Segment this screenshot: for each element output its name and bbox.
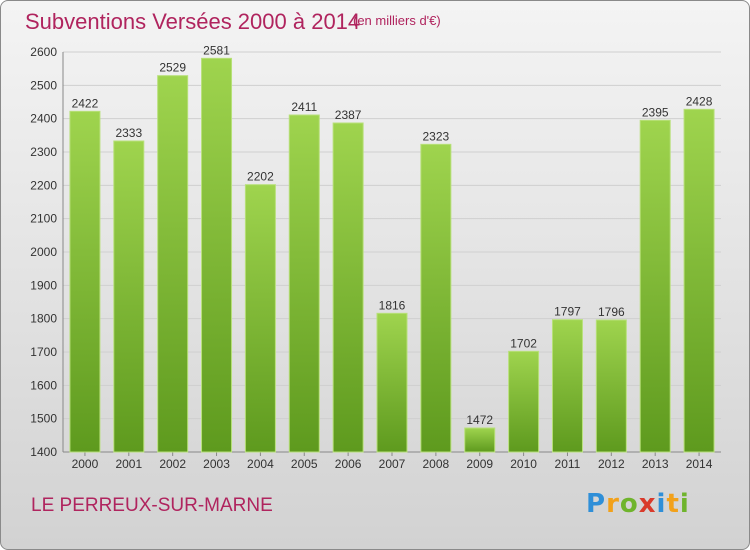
- bar-value-label: 2529: [159, 61, 186, 75]
- bar-value-label: 2581: [203, 43, 230, 57]
- bar-value-label: 2428: [686, 94, 713, 108]
- bar-value-label: 1797: [554, 305, 581, 319]
- proxiti-logo: Proxiti: [586, 489, 690, 519]
- x-tick-label: 2011: [555, 457, 581, 471]
- bar-value-label: 2411: [291, 100, 317, 114]
- y-tick-label: 2000: [30, 245, 57, 259]
- y-tick-label: 1800: [30, 312, 57, 326]
- x-tick-label: 2000: [72, 457, 99, 471]
- bar-value-label: 2395: [642, 105, 669, 119]
- y-tick-label: 1700: [30, 345, 57, 359]
- y-tick-label: 1500: [30, 412, 57, 426]
- x-tick-label: 2014: [686, 457, 713, 471]
- bar-value-label: 1796: [598, 305, 625, 319]
- bars: 2422 2333 2529 2581 2202 2411 2387 1816 2323 1472…: [69, 43, 715, 453]
- chart-title: Subventions Versées 2000 à 2014: [25, 9, 361, 34]
- y-tick-label: 1400: [30, 445, 57, 459]
- bar: [551, 319, 583, 453]
- x-tick-label: 2001: [115, 457, 142, 471]
- x-tick-label: 2003: [203, 457, 230, 471]
- x-tick-label: 2007: [379, 457, 406, 471]
- y-tick-label: 2400: [30, 112, 57, 126]
- bar-value-label: 2333: [115, 126, 142, 140]
- bar: [376, 312, 408, 453]
- x-tick-label: 2012: [598, 457, 625, 471]
- bar: [639, 119, 671, 453]
- y-tick-label: 1600: [30, 378, 57, 392]
- y-tick-label: 2600: [30, 45, 57, 59]
- bar-value-label: 1816: [379, 298, 406, 312]
- y-tick-label: 2100: [30, 212, 57, 226]
- bar-value-label: 2323: [423, 129, 450, 143]
- bar-value-label: 2202: [247, 170, 274, 184]
- bar: [683, 108, 715, 453]
- x-tick-label: 2006: [335, 457, 362, 471]
- bar: [69, 110, 101, 453]
- x-tick-label: 2008: [423, 457, 450, 471]
- bar: [595, 319, 627, 453]
- bar: [420, 143, 452, 453]
- bar: [332, 122, 364, 453]
- bar: [201, 57, 233, 453]
- chart-unit: (en milliers d'€): [353, 13, 441, 28]
- x-tick-label: 2010: [510, 457, 537, 471]
- x-tick-label: 2009: [466, 457, 493, 471]
- bar-value-label: 2422: [72, 96, 99, 110]
- bar-value-label: 1472: [466, 413, 493, 427]
- bar: [464, 427, 496, 453]
- bar: [113, 140, 145, 453]
- bar: [288, 114, 320, 453]
- x-tick-label: 2004: [247, 457, 274, 471]
- x-tick-label: 2013: [642, 457, 669, 471]
- y-tick-label: 2500: [30, 78, 57, 92]
- y-tick-label: 1900: [30, 278, 57, 292]
- commune-name: LE PERREUX-SUR-MARNE: [31, 495, 273, 516]
- bar-value-label: 2387: [335, 108, 362, 122]
- y-tick-label: 2300: [30, 145, 57, 159]
- x-tick-label: 2005: [291, 457, 318, 471]
- bar: [244, 184, 276, 453]
- bar-value-label: 1702: [510, 336, 537, 350]
- x-tick-label: 2002: [159, 457, 186, 471]
- y-tick-label: 2200: [30, 178, 57, 192]
- bar: [157, 75, 189, 453]
- bar: [508, 350, 540, 453]
